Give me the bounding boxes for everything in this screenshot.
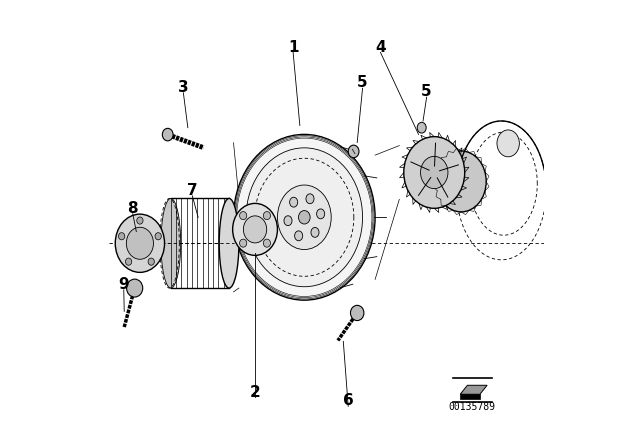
Ellipse shape <box>127 279 143 297</box>
Text: 5: 5 <box>357 75 368 90</box>
Ellipse shape <box>125 258 132 265</box>
Ellipse shape <box>306 194 314 204</box>
Ellipse shape <box>246 148 363 287</box>
Ellipse shape <box>351 306 364 321</box>
Text: 7: 7 <box>187 183 198 198</box>
Ellipse shape <box>126 227 154 259</box>
Text: 6: 6 <box>343 393 353 409</box>
Text: 4: 4 <box>375 39 386 55</box>
Ellipse shape <box>233 203 278 255</box>
Ellipse shape <box>115 214 164 272</box>
Ellipse shape <box>148 258 154 265</box>
Ellipse shape <box>137 217 143 224</box>
Polygon shape <box>460 385 487 394</box>
Ellipse shape <box>234 134 375 300</box>
Ellipse shape <box>420 156 448 189</box>
Text: 2: 2 <box>250 384 260 400</box>
Ellipse shape <box>239 211 247 220</box>
Ellipse shape <box>290 197 298 207</box>
Polygon shape <box>460 394 480 399</box>
Ellipse shape <box>317 209 324 219</box>
Ellipse shape <box>294 231 303 241</box>
Ellipse shape <box>348 145 359 158</box>
Text: 9: 9 <box>118 277 129 292</box>
Ellipse shape <box>298 211 310 224</box>
Text: 1: 1 <box>288 39 298 55</box>
Text: 8: 8 <box>127 201 138 216</box>
Ellipse shape <box>118 233 125 240</box>
Text: 5: 5 <box>421 84 432 99</box>
Text: 00135789: 00135789 <box>449 402 496 412</box>
Ellipse shape <box>284 216 292 226</box>
Ellipse shape <box>263 211 271 220</box>
Ellipse shape <box>497 130 520 157</box>
Ellipse shape <box>278 185 332 250</box>
Ellipse shape <box>243 216 267 243</box>
Ellipse shape <box>311 228 319 237</box>
Ellipse shape <box>404 137 465 208</box>
Ellipse shape <box>436 151 486 212</box>
Ellipse shape <box>163 128 173 141</box>
Ellipse shape <box>239 239 247 247</box>
Ellipse shape <box>220 198 239 288</box>
Ellipse shape <box>417 122 426 133</box>
Ellipse shape <box>263 239 271 247</box>
Ellipse shape <box>161 198 180 288</box>
Text: 3: 3 <box>178 80 189 95</box>
Ellipse shape <box>155 233 161 240</box>
